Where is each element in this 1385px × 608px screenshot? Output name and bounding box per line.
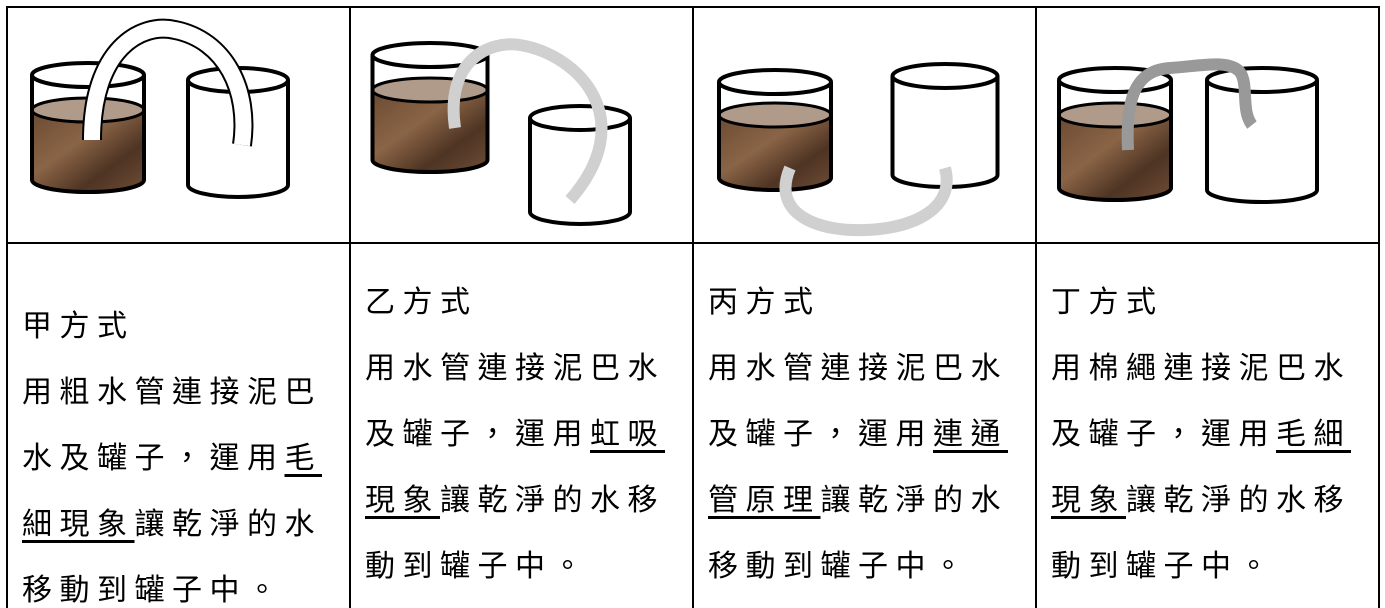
text: 讓乾淨的水移動到罐子中。: [365, 483, 665, 584]
text: 讓乾淨的水移動到罐子中。: [22, 507, 322, 608]
term: 毛細現象: [1051, 417, 1351, 518]
text: 用棉繩連接泥巴水及罐子，運用: [1051, 351, 1351, 452]
comparison-table: 甲方式 用粗水管連接泥巴水及罐子，運用毛細現象讓乾淨的水移動到罐子中。 乙方式 用水…: [6, 6, 1380, 608]
image-row: [6, 6, 1380, 244]
term: 毛細現象: [22, 441, 322, 542]
cell-text: 用棉繩連接泥巴水及罐子，運用毛細現象讓乾淨的水移動到罐子中。: [1051, 336, 1373, 600]
text: 用粗水管連接泥巴水及罐子，運用: [22, 375, 322, 476]
text-cell: 乙方式用水管連接泥巴水及罐子，運用虹吸現象讓乾淨的水移動到罐子中。: [349, 242, 694, 608]
term: 連通管原理: [708, 417, 1008, 518]
text-row: 甲方式 用粗水管連接泥巴水及罐子，運用毛細現象讓乾淨的水移動到罐子中。 乙方式 用水…: [6, 242, 1380, 608]
cell-text: 用水管連接泥巴水及罐子，運用虹吸現象讓乾淨的水移動到罐子中。: [365, 336, 687, 600]
text: 用水管連接泥巴水及罐子，運用: [365, 351, 665, 452]
image-cell: [692, 6, 1037, 244]
image-cell: [6, 6, 351, 244]
cell-title: 乙方式: [365, 285, 478, 320]
text: 讓乾淨的水移動到罐子中。: [708, 483, 1008, 584]
image-cell: [349, 6, 694, 244]
cell-text: 用粗水管連接泥巴水及罐子，運用毛細現象讓乾淨的水移動到罐子中。: [22, 360, 344, 608]
term: 虹吸現象: [365, 417, 665, 518]
cell-title: 丙方式: [708, 285, 821, 320]
text-cell: 丁方式用棉繩連接泥巴水及罐子，運用毛細現象讓乾淨的水移動到罐子中。: [1035, 242, 1380, 608]
image-cell: [1035, 6, 1380, 244]
cell-title: 丁方式: [1051, 285, 1164, 320]
text-cell: 甲方式用粗水管連接泥巴水及罐子，運用毛細現象讓乾淨的水移動到罐子中。: [6, 242, 351, 608]
text: 讓乾淨的水移動到罐子中。: [1051, 483, 1351, 584]
cell-title: 甲方式: [22, 309, 135, 344]
cell-text: 用水管連接泥巴水及罐子，運用連通管原理讓乾淨的水移動到罐子中。: [708, 336, 1030, 600]
text: 用水管連接泥巴水及罐子，運用: [708, 351, 1008, 452]
text-cell: 丙方式用水管連接泥巴水及罐子，運用連通管原理讓乾淨的水移動到罐子中。: [692, 242, 1037, 608]
